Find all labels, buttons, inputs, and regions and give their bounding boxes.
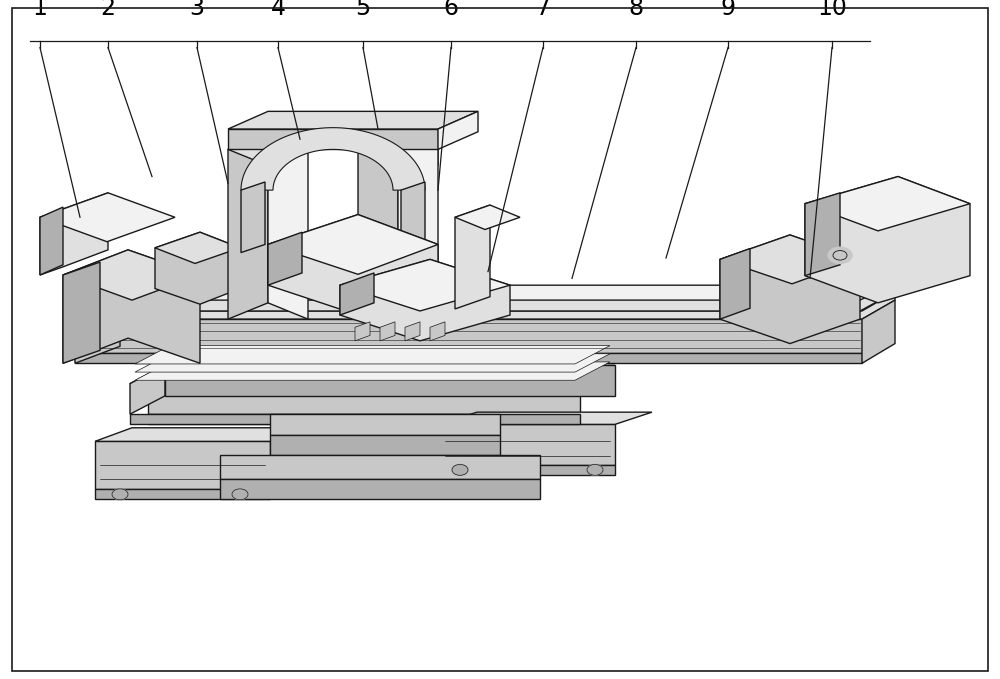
Text: 7: 7 bbox=[536, 0, 550, 20]
Polygon shape bbox=[358, 133, 438, 166]
Polygon shape bbox=[270, 435, 500, 455]
Polygon shape bbox=[440, 412, 652, 424]
Polygon shape bbox=[380, 322, 395, 341]
Polygon shape bbox=[438, 111, 478, 149]
Polygon shape bbox=[155, 232, 240, 263]
Polygon shape bbox=[455, 205, 490, 309]
Polygon shape bbox=[95, 441, 270, 489]
Polygon shape bbox=[270, 414, 500, 435]
Polygon shape bbox=[148, 387, 580, 414]
Polygon shape bbox=[440, 424, 615, 465]
Polygon shape bbox=[340, 259, 510, 341]
Polygon shape bbox=[805, 193, 840, 276]
Text: 5: 5 bbox=[355, 0, 371, 20]
Polygon shape bbox=[455, 205, 520, 230]
Polygon shape bbox=[148, 414, 580, 424]
Polygon shape bbox=[40, 193, 175, 242]
Polygon shape bbox=[340, 273, 374, 315]
Polygon shape bbox=[160, 295, 190, 319]
Circle shape bbox=[232, 489, 248, 500]
Polygon shape bbox=[75, 319, 862, 353]
Polygon shape bbox=[63, 250, 200, 363]
Polygon shape bbox=[155, 232, 240, 304]
Polygon shape bbox=[228, 133, 308, 166]
Text: 8: 8 bbox=[628, 0, 644, 20]
Text: 4: 4 bbox=[270, 0, 286, 20]
Polygon shape bbox=[355, 322, 370, 341]
Text: 10: 10 bbox=[817, 0, 847, 20]
Polygon shape bbox=[130, 414, 580, 424]
Text: 3: 3 bbox=[190, 0, 205, 20]
Polygon shape bbox=[440, 465, 615, 475]
Polygon shape bbox=[165, 365, 615, 396]
Circle shape bbox=[452, 464, 468, 475]
Polygon shape bbox=[40, 207, 63, 275]
Polygon shape bbox=[241, 182, 265, 253]
Polygon shape bbox=[160, 295, 890, 311]
Polygon shape bbox=[40, 193, 108, 275]
Polygon shape bbox=[63, 250, 200, 300]
Polygon shape bbox=[862, 300, 895, 363]
Polygon shape bbox=[720, 249, 750, 319]
Text: 2: 2 bbox=[100, 0, 116, 20]
Polygon shape bbox=[63, 262, 100, 363]
Polygon shape bbox=[405, 322, 420, 341]
Polygon shape bbox=[430, 322, 445, 341]
Polygon shape bbox=[160, 285, 190, 311]
Polygon shape bbox=[805, 177, 970, 303]
Polygon shape bbox=[75, 301, 120, 363]
Polygon shape bbox=[805, 177, 970, 231]
Text: 6: 6 bbox=[444, 0, 458, 20]
Polygon shape bbox=[135, 346, 610, 364]
Circle shape bbox=[112, 489, 128, 500]
Polygon shape bbox=[340, 259, 510, 311]
Polygon shape bbox=[401, 182, 425, 253]
Polygon shape bbox=[135, 354, 610, 372]
Polygon shape bbox=[228, 129, 438, 149]
Polygon shape bbox=[75, 353, 862, 363]
Polygon shape bbox=[220, 455, 540, 479]
Polygon shape bbox=[95, 489, 270, 499]
Polygon shape bbox=[228, 133, 268, 319]
Polygon shape bbox=[268, 215, 438, 274]
Polygon shape bbox=[130, 365, 165, 414]
Polygon shape bbox=[75, 292, 895, 319]
Polygon shape bbox=[268, 133, 308, 319]
Circle shape bbox=[828, 247, 852, 263]
Polygon shape bbox=[720, 235, 860, 344]
Polygon shape bbox=[268, 215, 438, 315]
Polygon shape bbox=[135, 362, 610, 380]
Polygon shape bbox=[95, 428, 307, 441]
Circle shape bbox=[587, 464, 603, 475]
Polygon shape bbox=[358, 133, 398, 319]
Text: 1: 1 bbox=[33, 0, 47, 20]
Polygon shape bbox=[241, 128, 425, 190]
Polygon shape bbox=[268, 232, 302, 285]
Polygon shape bbox=[398, 133, 438, 319]
Polygon shape bbox=[220, 479, 540, 499]
Text: 9: 9 bbox=[720, 0, 736, 20]
Polygon shape bbox=[720, 235, 860, 284]
Polygon shape bbox=[75, 301, 160, 329]
Polygon shape bbox=[130, 365, 615, 384]
Polygon shape bbox=[160, 285, 890, 300]
Polygon shape bbox=[228, 111, 478, 129]
